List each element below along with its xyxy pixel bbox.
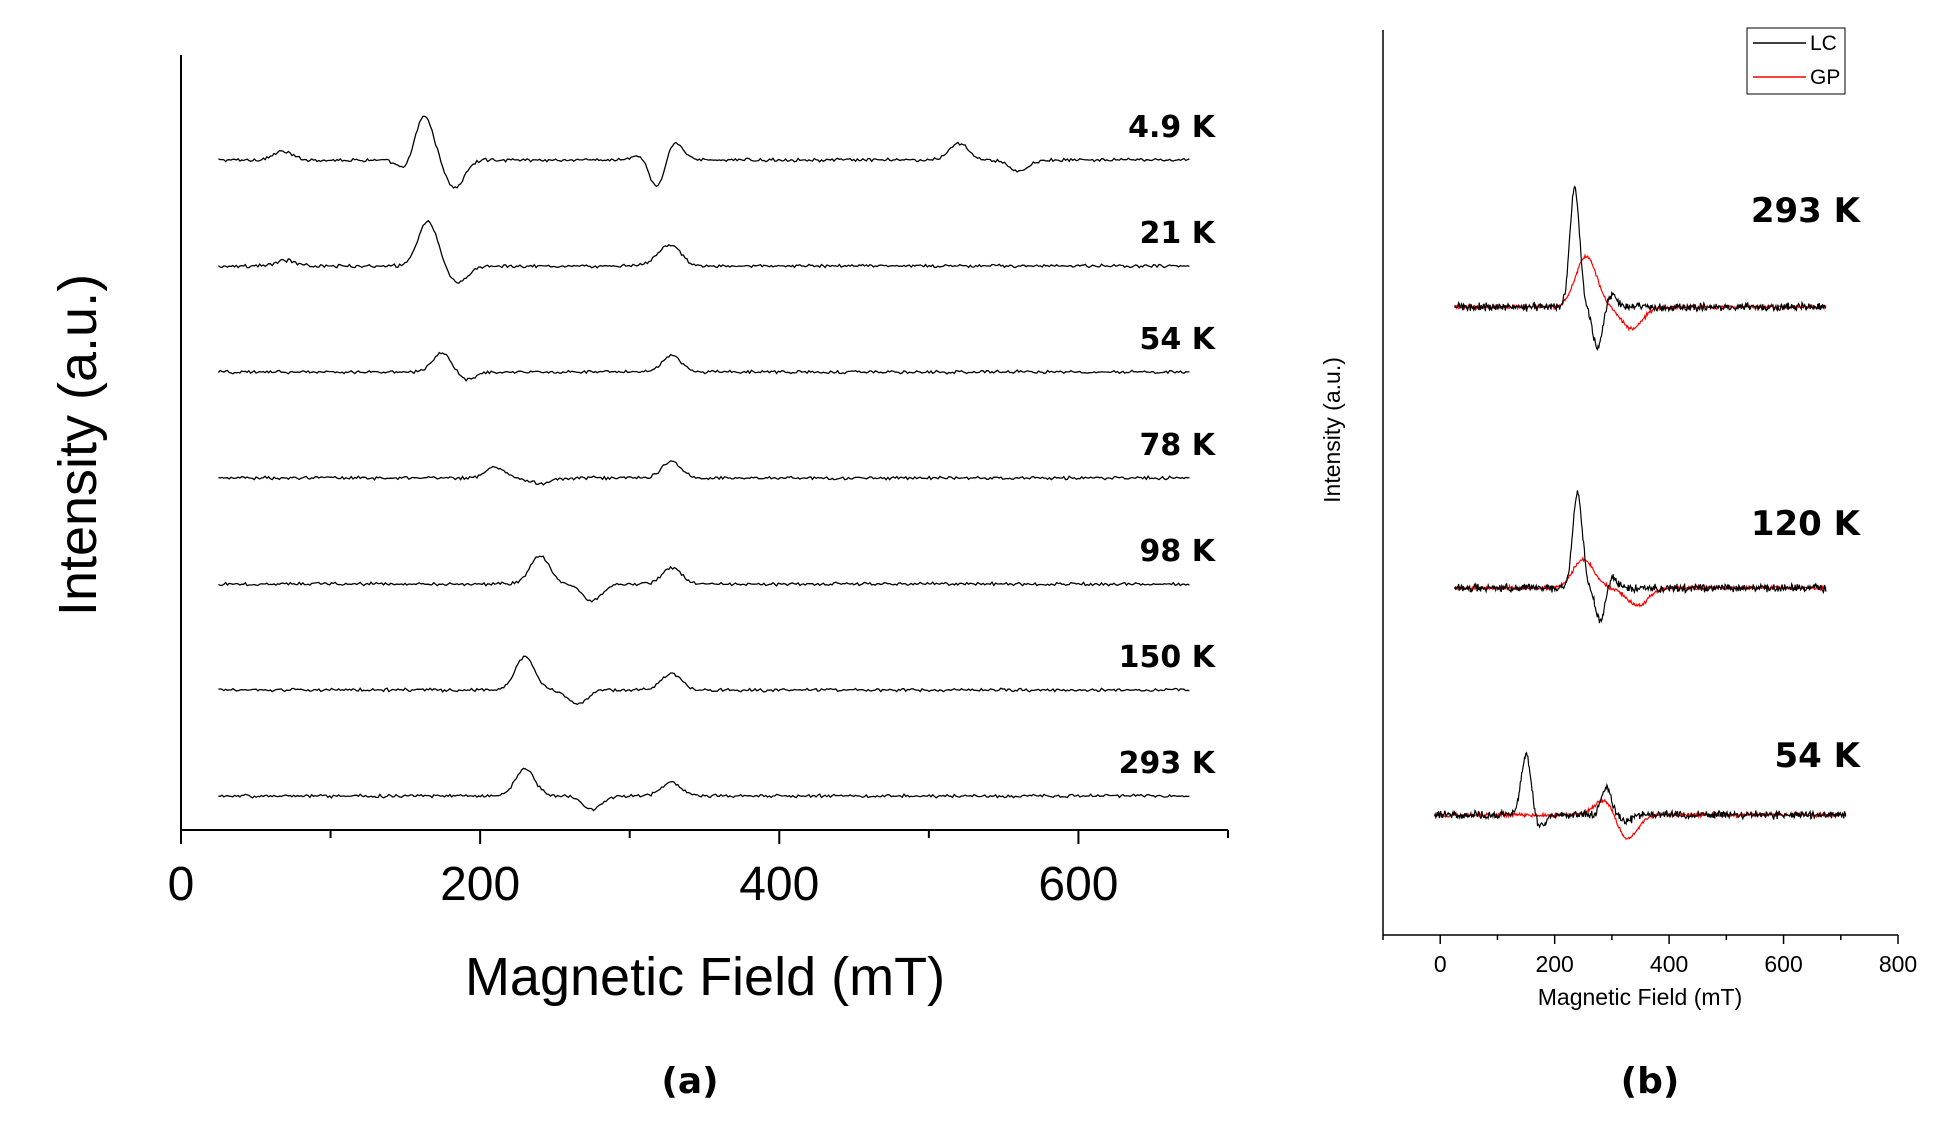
x-tick-label: 800 [1879,951,1917,977]
panel-b-x-ticks [1382,935,1899,944]
series-temperature-label: 54 K [1140,322,1217,357]
legend-box [1746,27,1846,95]
panel-a-series-labels: 4.9 K 21 K 54 K 78 K 98 K 150 K 293 K [1119,110,1217,781]
series-line [218,767,1190,812]
x-tick-label: 400 [739,858,819,911]
group-temperature-label: 54 K [1775,736,1862,776]
gp-series-line [1434,797,1847,841]
panel-a-y-axis-title: Intensity (a.u.) [48,274,108,616]
series-line [217,351,1190,382]
panel-a-series [217,115,1190,812]
series-line [218,219,1190,284]
gp-series-line [1453,253,1827,332]
group-temperature-label: 293 K [1751,191,1862,231]
series-temperature-label: 78 K [1140,428,1217,463]
panel-a-x-axis-title: Magnetic Field (mT) [465,947,945,1007]
series-temperature-label: 150 K [1119,640,1217,675]
panel-a-x-ticks [180,830,1229,844]
legend-gp-label: GP [1810,66,1840,89]
series-line [218,555,1190,603]
x-tick-label: 200 [1535,951,1573,977]
panel-a-label: (a) [661,1061,718,1102]
series-line [218,115,1190,189]
panel-b-chart: 0 200 400 600 800 293 K 120 K 54 K Magnetic Fi… [1319,27,1917,1102]
lc-series-line [1454,185,1827,352]
panel-b-series [1433,185,1847,841]
x-tick-label: 0 [168,858,195,911]
panel-a-x-tick-labels: 0 200 400 600 [168,858,1119,911]
panel-b-x-tick-labels: 0 200 400 600 800 [1434,951,1917,977]
series-line [218,655,1190,706]
x-tick-label: 0 [1434,951,1447,977]
panel-b-legend: LC GP [1746,27,1846,95]
x-tick-label: 400 [1650,951,1688,977]
series-temperature-label: 21 K [1140,216,1217,251]
lc-series-line [1433,751,1847,829]
x-tick-label: 600 [1764,951,1802,977]
series-temperature-label: 98 K [1140,534,1217,569]
legend-lc-label: LC [1810,32,1837,55]
x-tick-label: 200 [440,858,520,911]
panel-a-chart: 0 200 400 600 4.9 K 21 K 54 K 78 K 98 K 150 K 293… [48,55,1229,1102]
panel-b-y-axis-title: Intensity (a.u.) [1319,357,1345,503]
lc-series-line [1453,490,1827,624]
series-line [218,460,1190,486]
series-temperature-label: 4.9 K [1128,110,1217,145]
series-temperature-label: 293 K [1119,746,1217,781]
x-tick-label: 600 [1038,858,1118,911]
panel-b-x-axis-title: Magnetic Field (mT) [1538,984,1742,1010]
group-temperature-label: 120 K [1751,504,1862,544]
panel-b-label: (b) [1621,1061,1680,1102]
gp-series-line [1454,556,1827,608]
panel-b-temperature-labels: 293 K 120 K 54 K [1751,191,1862,776]
